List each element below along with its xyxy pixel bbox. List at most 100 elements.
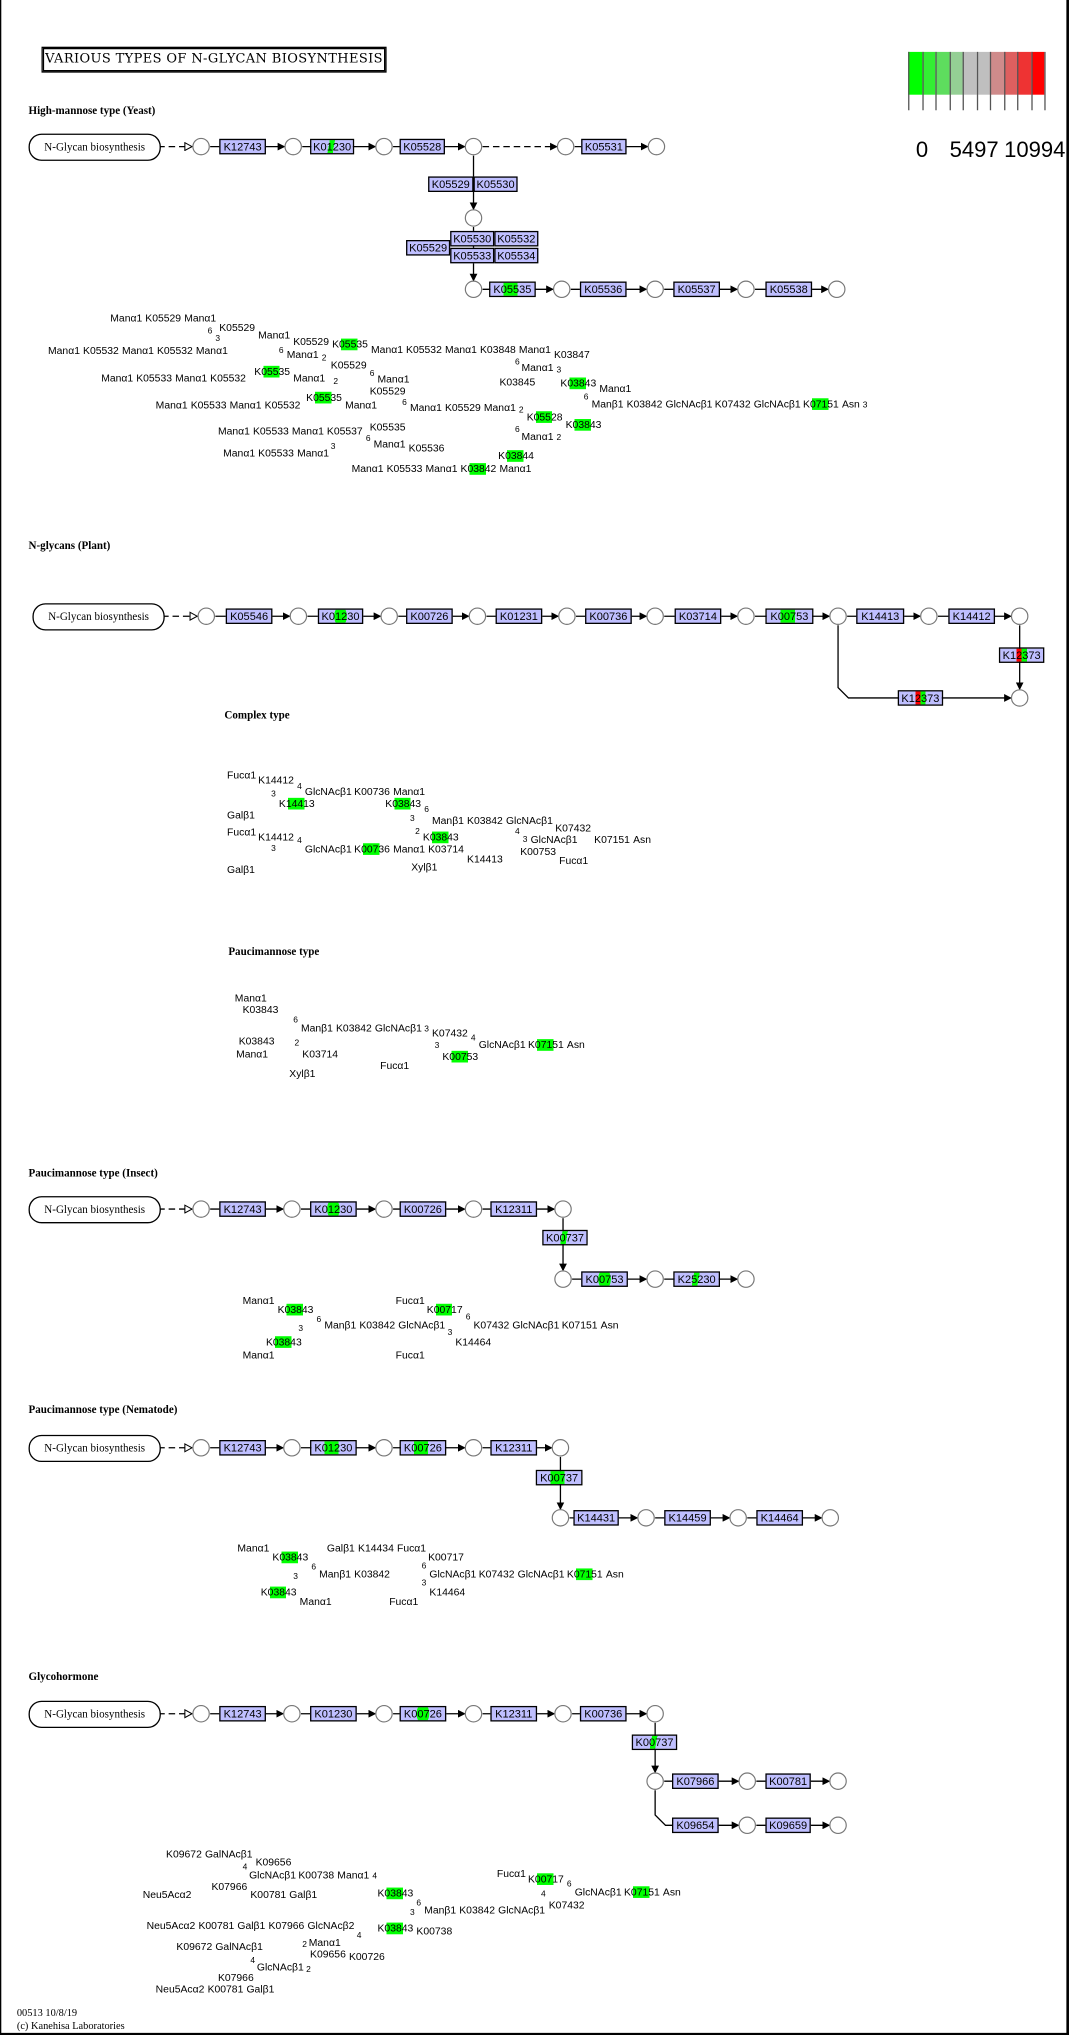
glycan-enzyme-label[interactable]: K00738 [416, 1925, 453, 1937]
compound-node[interactable] [646, 1704, 664, 1723]
gene-box-k05534[interactable]: K05534 [494, 247, 539, 264]
compound-node[interactable] [729, 1509, 747, 1527]
glycan-enzyme-label[interactable]: K03844 [498, 450, 534, 462]
gene-box-k12311[interactable]: K12311 [490, 1705, 538, 1722]
gene-box-k05546[interactable]: K05546 [225, 608, 273, 625]
compound-node[interactable] [283, 1439, 301, 1457]
compound-node[interactable] [197, 607, 216, 625]
gene-box-k00726[interactable]: K00726 [399, 1440, 447, 1456]
gene-box-k00736[interactable]: K00736 [585, 608, 632, 625]
glycan-enzyme-label[interactable]: K14412 [258, 774, 294, 787]
gene-box-k14413[interactable]: K14413 [856, 608, 905, 625]
gene-box-k05537[interactable]: K05537 [673, 281, 721, 298]
compound-node[interactable] [192, 1200, 210, 1218]
compound-node[interactable] [283, 1704, 301, 1723]
gene-box-k05529[interactable]: K05529 [406, 240, 451, 256]
gene-box-k12311[interactable]: K12311 [490, 1440, 538, 1456]
glycan-enzyme-label[interactable]: K07432 [548, 1899, 585, 1911]
compound-node[interactable] [464, 137, 483, 156]
compound-node[interactable] [554, 1270, 572, 1288]
glycan-enzyme-label[interactable]: K05537 [326, 425, 363, 438]
gene-box-k05529[interactable]: K05529 [428, 176, 474, 193]
compound-node[interactable] [554, 1704, 572, 1723]
glycan-enzyme-label[interactable]: K03845 [499, 376, 536, 388]
glycan-enzyme-label[interactable]: K03714 [428, 843, 464, 855]
glycan-enzyme-label[interactable]: K00717 [428, 1551, 464, 1564]
compound-node[interactable] [380, 607, 398, 625]
gene-box-k05528[interactable]: K05528 [399, 138, 445, 155]
compound-node[interactable] [737, 1270, 755, 1288]
gene-box-k14412[interactable]: K14412 [948, 608, 996, 625]
glycan-enzyme-label[interactable]: K03843 [277, 1303, 314, 1316]
compound-node[interactable] [1010, 689, 1029, 707]
gene-box-k01231[interactable]: K01231 [495, 608, 543, 625]
compound-node[interactable] [821, 1509, 840, 1527]
gene-box-k12743[interactable]: K12743 [219, 1440, 266, 1456]
glycan-enzyme-label[interactable]: K07151 [624, 1886, 660, 1898]
glycan-enzyme-label[interactable]: K07432 [478, 1568, 515, 1581]
glycan-enzyme-label[interactable]: K05535 [369, 421, 406, 434]
gene-box-k05530[interactable]: K05530 [473, 176, 518, 193]
gene-box-k07966[interactable]: K07966 [672, 1773, 719, 1789]
compound-node[interactable] [554, 1200, 572, 1218]
glycan-enzyme-label[interactable]: K03847 [553, 348, 590, 361]
glycan-enzyme-label[interactable]: K00736 [354, 843, 390, 855]
pathway-map-link-n-glycan-biosynthesis[interactable]: N-Glycan biosynthesis [28, 1196, 161, 1224]
glycan-enzyme-label[interactable]: K05536 [408, 442, 445, 455]
glycan-enzyme-label[interactable]: K03843 [265, 1336, 302, 1348]
glycan-enzyme-label[interactable]: K14413 [467, 853, 503, 866]
compound-node[interactable] [829, 1816, 847, 1835]
glycan-enzyme-label[interactable]: K05532 [83, 345, 119, 357]
pathway-map-link-n-glycan-biosynthesis[interactable]: N-Glycan biosynthesis [28, 133, 161, 161]
compound-node[interactable] [646, 280, 664, 299]
glycan-enzyme-label[interactable]: K00753 [520, 845, 557, 858]
glycan-enzyme-label[interactable]: K05533 [190, 399, 227, 412]
compound-node[interactable] [289, 607, 308, 625]
gene-box-k01230[interactable]: K01230 [310, 1201, 357, 1217]
glycan-enzyme-label[interactable]: K00753 [442, 1050, 479, 1063]
glycan-enzyme-label[interactable]: K05533 [136, 372, 173, 385]
gene-box-k03714[interactable]: K03714 [674, 608, 722, 625]
glycan-enzyme-label[interactable]: K07151 [561, 1319, 598, 1332]
gene-box-k00726[interactable]: K00726 [399, 1705, 447, 1722]
glycan-enzyme-label[interactable]: K14412 [258, 831, 294, 844]
compound-node[interactable] [828, 280, 846, 299]
glycan-enzyme-label[interactable]: K03842 [354, 1568, 390, 1581]
compound-node[interactable] [192, 137, 210, 156]
glycan-enzyme-label[interactable]: K05529 [293, 336, 329, 348]
glycan-enzyme-label[interactable]: K05532 [406, 343, 442, 356]
gene-box-k00726[interactable]: K00726 [406, 608, 453, 625]
glycan-enzyme-label[interactable]: K03843 [260, 1586, 297, 1599]
glycan-enzyme-label[interactable]: K00736 [354, 786, 390, 798]
gene-box-k25230[interactable]: K25230 [673, 1271, 721, 1287]
gene-box-k00726[interactable]: K00726 [399, 1201, 447, 1217]
gene-box-k05536[interactable]: K05536 [579, 281, 627, 298]
compound-node[interactable] [637, 1509, 655, 1527]
pathway-map-link-n-glycan-biosynthesis[interactable]: N-Glycan biosynthesis [32, 603, 165, 631]
gene-box-k12311[interactable]: K12311 [490, 1201, 538, 1217]
glycan-enzyme-label[interactable]: K05529 [219, 321, 256, 334]
glycan-enzyme-label[interactable]: K00781 [250, 1888, 287, 1901]
glycan-enzyme-label[interactable]: K07432 [555, 822, 592, 835]
glycan-enzyme-label[interactable]: K05528 [526, 411, 563, 423]
gene-box-k00737[interactable]: K00737 [535, 1469, 583, 1486]
glycan-enzyme-label[interactable]: K03842 [460, 463, 497, 475]
glycan-enzyme-label[interactable]: K03843 [242, 1004, 279, 1016]
glycan-enzyme-label[interactable]: K14464 [429, 1586, 466, 1599]
glycan-enzyme-label[interactable]: K05535 [332, 338, 368, 351]
glycan-enzyme-label[interactable]: K03842 [459, 1904, 496, 1917]
glycan-enzyme-label[interactable]: K00717 [426, 1303, 463, 1316]
compound-node[interactable] [552, 280, 571, 299]
compound-node[interactable] [829, 607, 847, 625]
glycan-enzyme-label[interactable]: K03848 [480, 343, 516, 356]
glycan-enzyme-label[interactable]: K05532 [156, 345, 193, 357]
glycan-enzyme-label[interactable]: K05529 [330, 359, 367, 372]
glycan-enzyme-label[interactable]: K03843 [377, 1887, 414, 1900]
compound-node[interactable] [283, 1200, 301, 1218]
compound-node[interactable] [192, 1704, 210, 1723]
compound-node[interactable] [464, 1704, 483, 1723]
pathway-map-link-n-glycan-biosynthesis[interactable]: N-Glycan biosynthesis [28, 1434, 161, 1463]
glycan-enzyme-label[interactable]: K03842 [336, 1022, 372, 1034]
gene-box-k05533[interactable]: K05533 [450, 247, 495, 264]
gene-box-k05538[interactable]: K05538 [765, 281, 813, 298]
